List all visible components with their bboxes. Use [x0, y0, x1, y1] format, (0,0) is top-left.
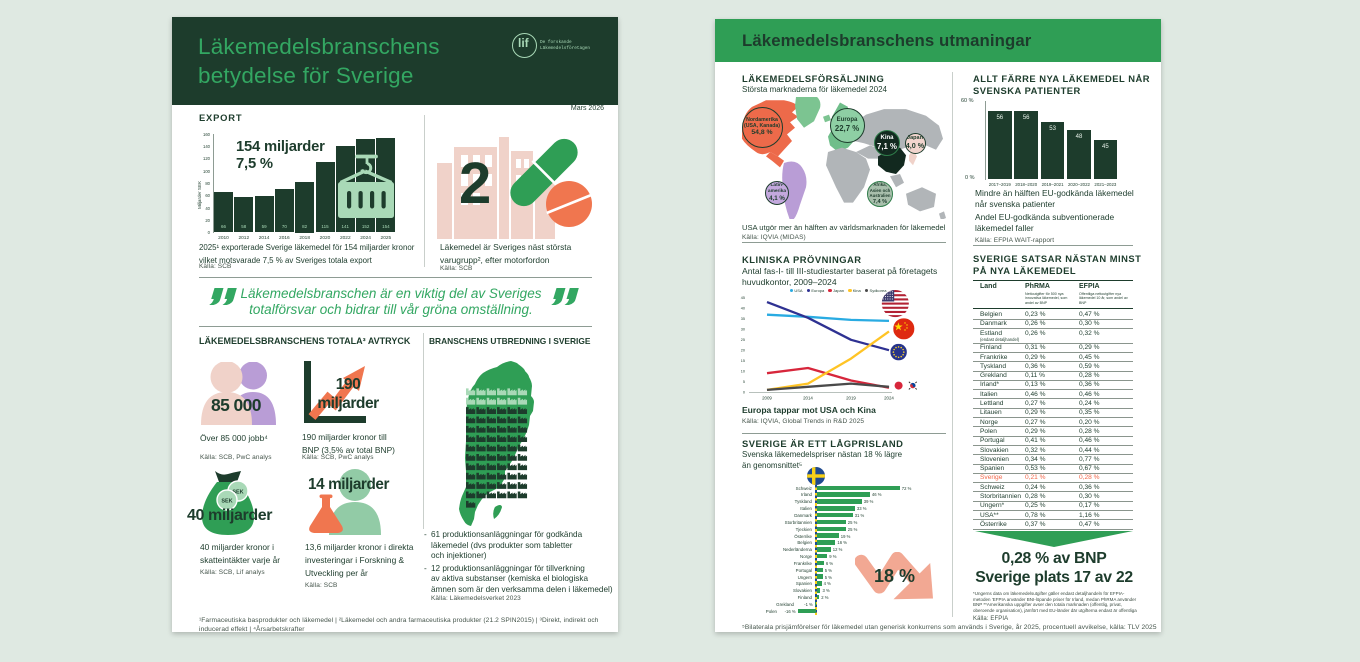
svg-text:2014: 2014 [803, 396, 813, 401]
svg-text:30: 30 [741, 328, 745, 332]
svg-text:15: 15 [741, 359, 745, 363]
svg-text:25: 25 [741, 338, 745, 342]
svg-text:45: 45 [741, 296, 745, 300]
svg-text:20: 20 [741, 349, 745, 353]
svg-text:10: 10 [741, 369, 745, 373]
svg-text:35: 35 [741, 317, 745, 321]
svg-text:5: 5 [743, 380, 745, 384]
svg-text:40: 40 [741, 307, 745, 311]
svg-text:SEK: SEK [232, 490, 243, 496]
svg-text:2019: 2019 [846, 396, 856, 401]
svg-text:SEK: SEK [221, 499, 232, 505]
svg-text:2009: 2009 [762, 396, 772, 401]
svg-text:0: 0 [743, 390, 745, 394]
